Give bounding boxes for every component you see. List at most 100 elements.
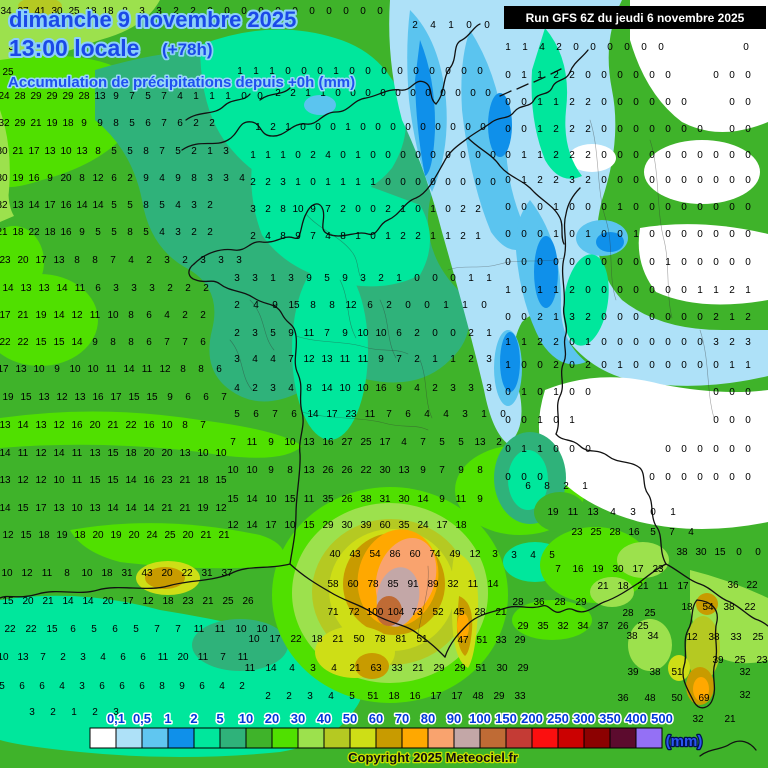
precip-value: 0: [617, 337, 623, 348]
precip-value: 9: [167, 392, 173, 403]
precip-value: 14: [71, 337, 83, 348]
precip-value: 8: [329, 300, 335, 311]
precip-value: 0: [745, 257, 751, 268]
precip-value: 9: [288, 328, 294, 339]
precip-value: 0: [585, 202, 591, 213]
precip-value: 23: [182, 596, 194, 607]
precip-value: 0: [649, 70, 655, 81]
precip-value: 20: [177, 652, 189, 663]
precip-value: 4: [325, 150, 331, 161]
precip-value: 0: [729, 229, 735, 240]
precip-value: 3: [630, 507, 636, 518]
precip-value: 14: [246, 494, 258, 505]
precip-value: 21: [12, 146, 24, 157]
precip-value: 15: [89, 475, 101, 486]
run-info-background: [504, 6, 766, 29]
precip-value: 2: [203, 283, 209, 294]
precip-value: 0: [665, 360, 671, 371]
precip-value: 19: [197, 503, 209, 514]
precip-value: 4: [59, 681, 65, 692]
precip-value: 0: [317, 66, 323, 77]
precip-value: 2: [270, 122, 276, 133]
precip-value: 49: [449, 549, 461, 560]
precip-value: 8: [310, 300, 316, 311]
precip-value: 0: [745, 415, 751, 426]
precip-value: 2: [92, 707, 98, 718]
precip-value: 0: [445, 177, 451, 188]
precip-value: 1: [280, 150, 286, 161]
precip-value: 0: [601, 285, 607, 296]
precip-value: 19: [2, 392, 14, 403]
precip-value: 12: [92, 173, 104, 184]
precip-value: 2: [475, 204, 481, 215]
valid-time-text: 13:00 locale: [9, 35, 139, 61]
precip-value: 0: [713, 444, 719, 455]
precip-value: 38: [626, 631, 638, 642]
precip-value: 32: [557, 621, 569, 632]
precip-value: 5: [127, 200, 133, 211]
precip-value: 17: [35, 503, 47, 514]
precip-value: 3: [164, 255, 170, 266]
precip-value: 73: [411, 607, 423, 618]
precip-value: 20: [143, 448, 155, 459]
precip-value: 3: [310, 663, 316, 674]
precip-value: 4: [100, 652, 106, 663]
precip-value: 4: [252, 354, 258, 365]
precip-value: 0: [617, 70, 623, 81]
precip-value: 10: [69, 364, 81, 375]
precip-value: 7: [161, 118, 167, 129]
precip-value: 2: [713, 312, 719, 323]
precip-value: 2: [182, 310, 188, 321]
precip-value: 0: [585, 257, 591, 268]
precip-value: 4: [128, 255, 134, 266]
precip-value: 37: [17, 6, 29, 17]
precip-value: 7: [439, 465, 445, 476]
precip-value: 0: [729, 387, 735, 398]
precip-value: 25: [164, 530, 176, 541]
precip-value: 48: [472, 691, 484, 702]
precip-value: 0: [585, 285, 591, 296]
precip-value: 0: [745, 150, 751, 161]
precip-value: 6: [120, 652, 126, 663]
precip-value: 0: [633, 70, 639, 81]
precip-value: 1: [432, 354, 438, 365]
precip-value: 0: [207, 6, 213, 17]
precip-value: 0: [450, 122, 456, 133]
precip-value: 16: [143, 420, 155, 431]
precip-value: 18: [101, 568, 113, 579]
precip-value: 51: [671, 667, 683, 678]
precip-value: 0: [633, 257, 639, 268]
precip-value: 1: [385, 231, 391, 242]
legend-threshold-label: 500: [651, 711, 673, 726]
precip-value: 2: [386, 300, 392, 311]
precip-value: 0: [537, 257, 543, 268]
precip-value: 38: [360, 494, 372, 505]
precip-value: 32: [447, 579, 459, 590]
precip-value: 13: [38, 283, 50, 294]
precip-value: 21: [30, 118, 42, 129]
precip-value: 1: [430, 204, 436, 215]
precip-value: 28: [609, 527, 621, 538]
precip-value: 9: [179, 681, 185, 692]
precip-value: 9: [420, 465, 426, 476]
precip-value: 2: [729, 285, 735, 296]
precip-value: 0: [713, 70, 719, 81]
precip-value: 0: [440, 88, 446, 99]
precip-value: 48: [644, 693, 656, 704]
precip-value: 30: [496, 663, 508, 674]
precip-value: 25: [222, 596, 234, 607]
precip-value: 14: [487, 579, 499, 590]
precip-value: 2: [286, 691, 292, 702]
legend-color-box: [219, 727, 247, 749]
precip-value: 0: [355, 204, 361, 215]
precip-value: 1: [553, 97, 559, 108]
precip-value: 7: [110, 255, 116, 266]
precip-value: 13: [89, 503, 101, 514]
precip-value: 3: [492, 549, 498, 560]
precip-value: 10: [357, 383, 369, 394]
precip-value: 12: [159, 364, 171, 375]
precip-value: 6: [140, 652, 146, 663]
precip-value: 2: [496, 437, 502, 448]
precip-value: 0: [650, 507, 656, 518]
